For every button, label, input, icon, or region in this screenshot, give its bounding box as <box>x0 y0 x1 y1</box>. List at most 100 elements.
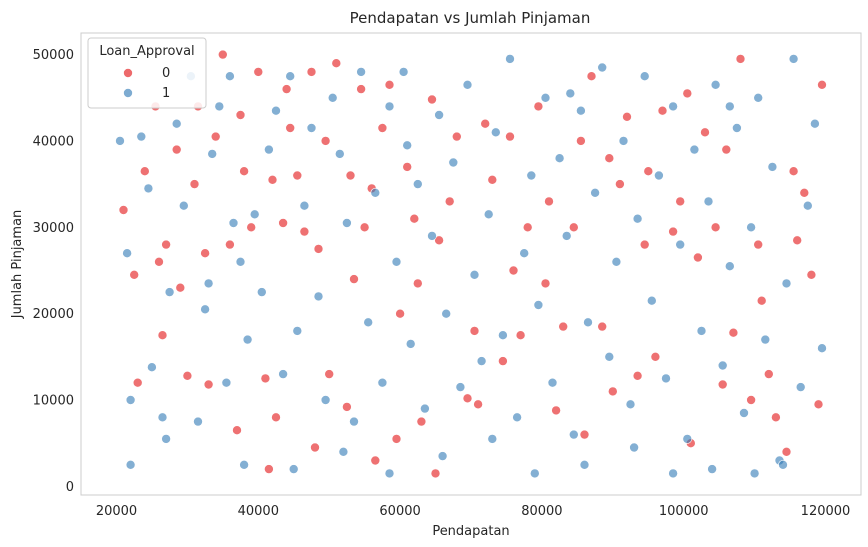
data-point-series-1 <box>632 213 643 224</box>
legend-box <box>87 37 207 109</box>
data-point-series-1 <box>356 67 366 77</box>
data-point-series-1 <box>203 278 214 289</box>
data-point-series-1 <box>668 101 678 112</box>
data-point-series-0 <box>377 123 388 133</box>
x-tick-label: 120000 <box>801 504 851 519</box>
data-point-series-1 <box>448 157 459 168</box>
data-point-series-1 <box>746 222 756 233</box>
data-point-series-1 <box>540 93 551 103</box>
data-point-series-1 <box>412 179 423 189</box>
data-point-series-1 <box>682 434 693 444</box>
data-point-series-1 <box>384 101 395 112</box>
data-point-series-1 <box>207 149 217 159</box>
data-point-series-1 <box>193 416 203 427</box>
data-point-series-0 <box>480 118 491 129</box>
data-point-series-0 <box>157 330 168 341</box>
data-point-series-0 <box>607 386 618 397</box>
data-point-series-1 <box>271 105 281 116</box>
data-point-series-0 <box>129 269 139 280</box>
y-tick-label: 20000 <box>33 307 74 322</box>
data-point-series-1 <box>143 183 154 194</box>
data-point-series-1 <box>739 408 749 418</box>
data-point-series-1 <box>249 209 260 220</box>
data-point-series-1 <box>384 468 395 479</box>
data-point-series-0 <box>118 205 129 215</box>
data-point-series-0 <box>682 88 693 99</box>
data-point-series-1 <box>306 123 317 133</box>
data-point-series-1 <box>561 231 572 241</box>
data-point-series-1 <box>576 105 586 116</box>
data-point-series-1 <box>724 101 735 112</box>
data-point-series-1 <box>512 412 522 423</box>
data-point-series-0 <box>260 373 271 384</box>
data-point-series-0 <box>792 235 803 246</box>
data-point-series-0 <box>271 412 281 423</box>
data-point-series-1 <box>405 339 416 349</box>
data-point-series-1 <box>565 88 576 99</box>
data-point-series-0 <box>700 127 710 138</box>
data-point-series-1 <box>320 395 331 405</box>
data-point-series-1 <box>533 300 544 310</box>
data-point-series-0 <box>182 370 193 381</box>
data-point-series-0 <box>473 399 483 410</box>
data-point-series-0 <box>342 402 352 412</box>
data-points <box>115 49 827 479</box>
data-point-series-1 <box>338 446 349 457</box>
x-axis-ticks: 20000 40000 60000 80000 100000 120000 <box>96 504 851 519</box>
data-point-series-0 <box>469 326 480 336</box>
data-point-series-1 <box>490 127 501 138</box>
data-point-series-1 <box>505 54 515 64</box>
data-point-series-1 <box>795 382 806 392</box>
data-point-series-0 <box>444 196 455 207</box>
data-point-series-0 <box>622 112 632 122</box>
data-point-series-0 <box>416 416 427 427</box>
data-point-series-1 <box>214 101 225 112</box>
data-point-series-1 <box>590 188 600 198</box>
data-point-series-0 <box>203 379 214 390</box>
data-point-series-1 <box>327 93 338 103</box>
data-point-series-1 <box>370 188 381 198</box>
data-point-series-0 <box>675 196 686 207</box>
data-point-series-0 <box>171 144 182 155</box>
data-point-series-0 <box>813 399 824 410</box>
data-point-series-1 <box>717 360 728 371</box>
y-tick-label: 40000 <box>33 134 74 149</box>
data-point-series-0 <box>597 321 608 332</box>
data-point-series-1 <box>646 295 657 306</box>
data-point-series-1 <box>125 459 136 470</box>
data-point-series-1 <box>164 287 175 297</box>
data-point-series-1 <box>242 334 253 345</box>
data-point-series-0 <box>391 434 402 444</box>
data-point-series-0 <box>505 131 515 142</box>
data-point-series-1 <box>200 304 210 315</box>
data-point-series-0 <box>359 222 370 233</box>
data-point-series-0 <box>370 455 381 466</box>
data-point-series-0 <box>540 278 551 289</box>
data-point-series-0 <box>462 393 473 404</box>
data-point-series-1 <box>179 200 189 211</box>
data-point-series-0 <box>746 395 756 405</box>
data-point-series-0 <box>753 239 764 250</box>
data-point-series-1 <box>749 468 760 479</box>
data-point-series-1 <box>767 162 778 172</box>
data-point-series-1 <box>299 200 310 211</box>
data-point-series-1 <box>675 239 686 250</box>
data-point-series-1 <box>292 326 303 336</box>
data-point-series-0 <box>487 175 498 185</box>
chart-title: Pendapatan vs Jumlah Pinjaman <box>350 9 591 27</box>
data-point-series-1 <box>285 71 296 81</box>
data-point-series-1 <box>313 291 324 302</box>
data-point-series-1 <box>781 278 792 289</box>
data-point-series-1 <box>668 468 678 479</box>
data-point-series-1 <box>483 209 494 220</box>
data-point-series-1 <box>788 54 799 64</box>
data-point-series-0 <box>508 265 519 276</box>
data-point-series-1 <box>147 362 157 373</box>
data-point-series-0 <box>604 153 615 163</box>
data-point-series-0 <box>384 80 395 90</box>
data-point-series-1 <box>462 80 473 90</box>
data-point-series-1 <box>689 144 700 155</box>
y-tick-label: 0 <box>66 480 74 495</box>
data-point-series-0 <box>281 84 292 94</box>
data-point-series-1 <box>228 218 239 228</box>
